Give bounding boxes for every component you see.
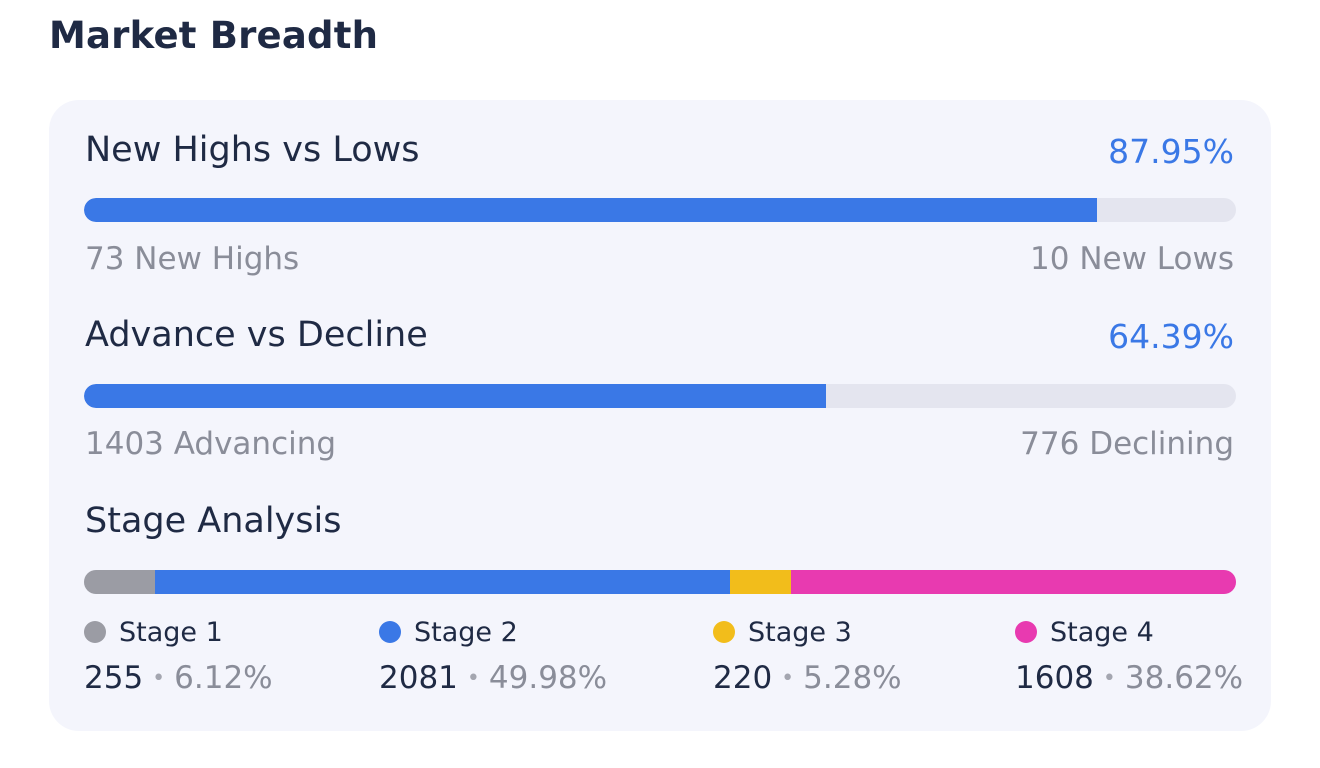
stage-analysis-title: Stage Analysis [85, 501, 342, 541]
new-highs-lows-bar [84, 198, 1236, 222]
stage-3-separator: • [781, 666, 795, 691]
stage-1-legend: Stage 1 255 • 6.12% [84, 614, 273, 696]
advance-decline-percent: 64.39% [1108, 317, 1234, 356]
stage-2-legend: Stage 2 2081 • 49.98% [379, 614, 607, 696]
stage-3-segment [730, 570, 792, 594]
stage-2-label: Stage 2 [414, 616, 518, 648]
stage-analysis-bar [84, 570, 1236, 594]
stage-2-separator: • [466, 666, 480, 691]
new-highs-count: 73 New Highs [85, 241, 300, 277]
stage-3-percent: 5.28% [803, 660, 902, 696]
stage-2-count: 2081 [379, 660, 458, 696]
stage-3-dot-icon [713, 621, 735, 643]
stage-1-segment [84, 570, 155, 594]
stage-4-percent: 38.62% [1124, 660, 1244, 696]
stage-3-count: 220 [713, 660, 773, 696]
stage-1-label: Stage 1 [119, 616, 223, 648]
stage-4-label: Stage 4 [1050, 616, 1154, 648]
declining-count: 776 Declining [1020, 426, 1234, 462]
advance-decline-bar [84, 384, 1236, 408]
stage-4-legend: Stage 4 1608 • 38.62% [1015, 614, 1243, 696]
stage-2-percent: 49.98% [488, 660, 608, 696]
stage-2-segment [154, 570, 731, 594]
stage-3-legend: Stage 3 220 • 5.28% [713, 614, 902, 696]
new-highs-lows-bar-fill [84, 198, 1098, 222]
stage-1-percent: 6.12% [174, 660, 273, 696]
new-highs-lows-title: New Highs vs Lows [85, 130, 420, 170]
advancing-count: 1403 Advancing [85, 426, 337, 462]
stage-1-dot-icon [84, 621, 106, 643]
stage-4-separator: • [1102, 666, 1116, 691]
advance-decline-bar-fill [84, 384, 826, 408]
market-breadth-card: New Highs vs Lows 87.95% 73 New Highs 10… [49, 100, 1271, 731]
advance-decline-title: Advance vs Decline [85, 315, 428, 355]
stage-1-separator: • [152, 666, 166, 691]
new-highs-lows-percent: 87.95% [1108, 132, 1234, 171]
stage-2-dot-icon [379, 621, 401, 643]
stage-4-count: 1608 [1015, 660, 1094, 696]
stage-4-dot-icon [1015, 621, 1037, 643]
stage-4-segment [791, 570, 1236, 594]
stage-3-label: Stage 3 [748, 616, 852, 648]
new-lows-count: 10 New Lows [1030, 241, 1234, 277]
stage-1-count: 255 [84, 660, 144, 696]
page-title: Market Breadth [49, 14, 379, 57]
